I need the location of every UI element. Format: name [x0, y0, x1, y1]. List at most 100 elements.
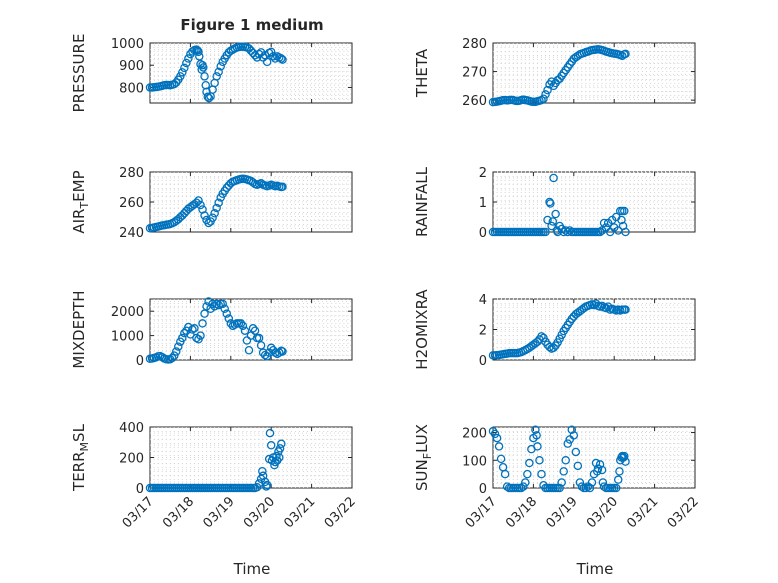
data-point — [262, 57, 272, 67]
data-point — [192, 198, 201, 207]
y-axis-label: MIXDEPTH — [70, 290, 88, 368]
data-point — [220, 304, 229, 314]
data-point — [277, 54, 286, 63]
data-point — [575, 478, 585, 487]
data-point — [212, 299, 221, 309]
data-point — [595, 227, 605, 237]
y-tick-label: 1000 — [111, 330, 144, 345]
data-point — [195, 52, 204, 61]
data-point — [490, 429, 500, 439]
data-point — [543, 85, 552, 95]
data-point — [214, 67, 223, 77]
data-point — [188, 47, 197, 56]
subplot-5: 0 1000 2000 MIXDEPTH — [70, 290, 353, 369]
data-point — [547, 221, 556, 231]
data-point — [224, 314, 234, 323]
data-point — [551, 209, 560, 219]
data-point — [620, 206, 629, 216]
data-point — [208, 299, 217, 309]
subplot-4: 0 1 2 RAINFALL — [413, 166, 696, 241]
data-point — [208, 213, 217, 222]
data-point — [597, 465, 607, 475]
subplot-1: 800 900 1000 PRESSURE — [70, 34, 353, 112]
y-tick-label: 400 — [119, 421, 144, 436]
data-point — [216, 62, 225, 71]
plot-area — [149, 42, 353, 104]
data-point — [212, 203, 221, 213]
data-point — [248, 324, 258, 333]
data-point — [617, 215, 626, 225]
data-point — [184, 54, 193, 63]
y-tick-label: 270 — [462, 66, 487, 81]
y-tick-label: 260 — [119, 196, 144, 211]
y-tick-label: 900 — [119, 59, 144, 74]
y-tick-label: 0 — [136, 482, 144, 497]
data-point — [593, 464, 603, 473]
y-tick-label: 0 — [136, 354, 144, 369]
y-tick-label: 260 — [462, 94, 487, 109]
data-point — [537, 95, 546, 105]
data-point — [565, 226, 575, 235]
data-point — [587, 478, 597, 487]
data-point — [545, 342, 554, 352]
data-series — [488, 425, 630, 493]
y-tick-label: 200 — [462, 427, 487, 442]
data-point — [278, 347, 287, 356]
data-point — [521, 478, 530, 487]
data-series — [488, 299, 630, 360]
gridlines — [150, 43, 352, 103]
data-point — [262, 480, 272, 490]
data-point — [248, 178, 258, 187]
data-series — [145, 42, 287, 103]
data-point — [492, 433, 502, 443]
y-tick-label: 0 — [479, 482, 487, 497]
data-point — [178, 68, 187, 77]
data-point — [620, 451, 629, 461]
data-point — [204, 93, 214, 103]
gridlines — [493, 171, 695, 232]
data-point — [212, 72, 221, 81]
data-point — [557, 478, 566, 487]
data-point — [615, 467, 624, 476]
data-point — [199, 63, 208, 72]
data-point — [589, 300, 599, 310]
data-point — [541, 227, 550, 237]
data-point — [502, 482, 512, 491]
subplot-3: 240 260 280 AIRTEMP — [70, 166, 353, 241]
y-tick-label: 1 — [479, 196, 487, 211]
data-point — [549, 343, 558, 353]
data-point — [275, 444, 285, 453]
data-point — [178, 333, 187, 343]
y-tick-label: 200 — [119, 452, 144, 467]
y-tick-label: 2 — [479, 166, 487, 181]
y-axis-label: TERRMSL — [70, 423, 91, 492]
data-point — [190, 324, 199, 333]
y-axis-label: SUNFLUX — [413, 424, 434, 491]
y-axis-label: RAINFALL — [413, 166, 431, 237]
data-point — [222, 309, 232, 318]
data-point — [613, 475, 623, 484]
data-point — [595, 460, 605, 469]
y-tick-label: 1000 — [111, 37, 144, 52]
x-axis-label-right: Time — [576, 560, 614, 578]
y-tick-label: 280 — [119, 166, 144, 181]
data-point — [494, 442, 504, 451]
data-point — [547, 77, 556, 86]
data-point — [226, 319, 236, 328]
data-point — [535, 456, 544, 465]
data-point — [585, 483, 595, 493]
y-tick-label: 4 — [479, 293, 487, 308]
data-point — [581, 483, 591, 493]
data-point — [182, 58, 191, 68]
data-point — [533, 337, 542, 346]
data-point — [537, 469, 546, 479]
data-point — [541, 90, 550, 99]
data-point — [599, 218, 609, 228]
y-axis-label: H2OMIXRA — [413, 289, 431, 370]
y-tick-label: 2 — [479, 324, 487, 339]
data-point — [176, 72, 185, 81]
data-point — [214, 300, 223, 310]
data-point — [599, 482, 609, 491]
data-point — [278, 55, 287, 64]
